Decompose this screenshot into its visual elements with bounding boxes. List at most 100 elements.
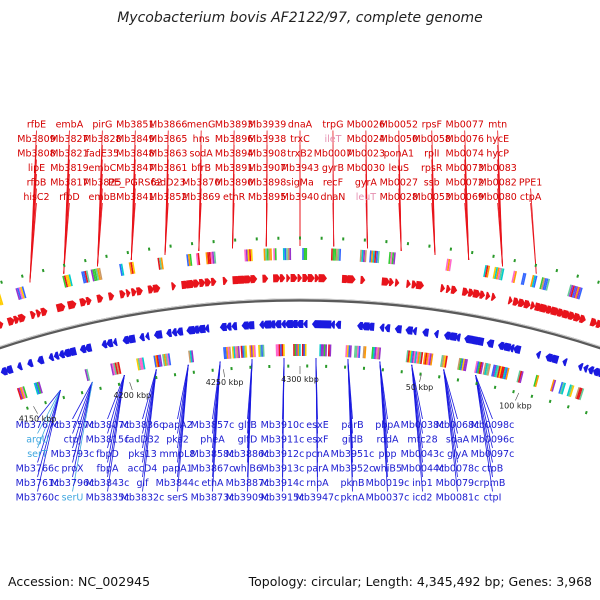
reverse-feature-band: [259, 344, 262, 357]
reverse-feature-band: [534, 375, 540, 388]
forward-gene-label: pirG: [92, 120, 112, 131]
reverse-gene-label: icd2: [413, 493, 433, 504]
kbp-tick-label: 4300 kbp: [281, 375, 319, 384]
forward-gene-label: Mb3851: [116, 120, 154, 131]
reverse-gene-arrow: [475, 337, 485, 346]
reverse-leader-line: [177, 364, 189, 492]
reverse-feature-band: [296, 344, 298, 357]
forward-gene-label: Mb0083: [478, 163, 516, 174]
inner-green-marker: [530, 394, 534, 399]
forward-feature-band: [446, 258, 451, 272]
forward-feature-band: [570, 285, 575, 298]
reverse-gene-label: gltD: [238, 435, 258, 446]
forward-gene-arrow: [222, 276, 228, 285]
reverse-gene-arrow: [303, 320, 308, 329]
forward-gene-arrow: [550, 306, 560, 316]
reverse-gene-arrow: [588, 366, 595, 375]
forward-leader-line: [398, 130, 402, 252]
reverse-gene-label: Mb3867c: [191, 464, 235, 475]
forward-gene-label: Mb3841: [116, 192, 154, 203]
forward-feature-band: [96, 268, 101, 281]
accession-text: Accession: NC_002945: [8, 574, 150, 589]
reverse-gene-leader-lines: [37, 358, 493, 492]
reverse-gene-arrow: [443, 331, 451, 340]
backbone-highlight: [0, 298, 600, 348]
forward-gene-label: leuT: [356, 192, 377, 203]
forward-feature-band: [445, 258, 449, 271]
forward-gene-arrow: [461, 287, 469, 296]
inner-green-marker: [287, 364, 290, 368]
forward-gene-label: Mb0073: [446, 163, 484, 174]
reverse-feature-band: [188, 350, 192, 363]
forward-gene-label: Mb3817: [50, 178, 88, 189]
reverse-feature-band: [319, 344, 322, 357]
reverse-leader-line: [443, 369, 458, 492]
reverse-gene-label: papA2: [162, 420, 192, 431]
reverse-gene-label: gidB: [342, 435, 363, 446]
forward-gene-arrow: [17, 313, 26, 323]
forward-gene-arrow: [415, 280, 425, 290]
reverse-gene-arrow: [48, 352, 55, 362]
reverse-gene-label: Mb0097c: [471, 449, 515, 460]
reverse-gene-arrow: [281, 320, 286, 329]
reverse-gene-label: pknA: [340, 493, 365, 504]
reverse-feature-band: [349, 345, 352, 358]
forward-gene-arrow: [360, 275, 366, 284]
reverse-feature-band: [477, 361, 481, 374]
forward-leader-line: [130, 130, 136, 261]
outer-green-marker: [555, 268, 559, 273]
reverse-feature-band: [462, 358, 467, 371]
forward-feature-band: [160, 257, 164, 270]
forward-feature-band: [377, 250, 380, 264]
reverse-gene-label: mmpL8: [160, 449, 196, 460]
forward-gene-arrow: [193, 279, 200, 288]
reverse-feature-band: [576, 387, 582, 400]
outer-green-marker: [406, 242, 410, 246]
reverse-gene-arrow: [231, 322, 238, 331]
reverse-gene-label: pks2: [166, 435, 189, 446]
forward-gene-arrow: [107, 292, 115, 301]
reverse-gene-arrow: [139, 332, 145, 342]
forward-feature-band: [289, 248, 292, 261]
forward-gene-label: Mb3849: [116, 134, 154, 145]
outer-green-marker: [299, 236, 301, 240]
forward-feature-band: [158, 257, 163, 270]
forward-gene-arrow: [297, 274, 303, 283]
forward-gene-label: Mb0026: [347, 120, 385, 131]
reverse-gene-arrow: [37, 355, 45, 365]
reverse-leader-line: [475, 374, 493, 420]
forward-gene-arrow: [572, 312, 581, 322]
reverse-gene-label: Mb3858c: [191, 449, 235, 460]
forward-gene-label: Mb3908: [248, 149, 286, 160]
reverse-gene-arrow: [597, 369, 600, 379]
reverse-leader-line: [107, 375, 125, 492]
kbp-tick-labels: 4150 kbp 4200 kbp 4250 kbp 4300 kbp 50 kbp 10…: [19, 366, 532, 424]
reverse-gene-label: Mb3873c: [191, 493, 235, 504]
reverse-feature-band: [303, 344, 306, 357]
forward-feature-band: [494, 267, 499, 280]
kbp-tick-label: 4150 kbp: [19, 415, 57, 424]
forward-gene-leader-lines: [29, 130, 537, 283]
forward-gene-label: dnaA: [288, 120, 313, 131]
reverse-gene-arrow: [241, 321, 249, 330]
reverse-gene-arrow: [284, 320, 293, 329]
forward-gene-arrow: [314, 274, 320, 283]
reverse-feature-band: [516, 370, 521, 383]
reverse-feature-band: [407, 350, 411, 363]
forward-gene-arrow: [55, 303, 66, 313]
reverse-feature-band: [505, 367, 510, 380]
reverse-gene-label: Mb3835c: [86, 493, 130, 504]
inner-green-marker: [566, 405, 570, 409]
reverse-feature-band: [458, 358, 463, 371]
reverse-feature-band: [519, 371, 524, 384]
forward-leader-line: [29, 130, 37, 283]
inner-green-marker: [230, 367, 233, 371]
inner-green-marker: [381, 368, 385, 372]
forward-feature-band: [486, 265, 491, 278]
outer-green-marker: [190, 242, 194, 246]
forward-feature-band: [266, 248, 269, 261]
forward-gene-label: Mb3893: [215, 120, 253, 131]
reverse-feature-band: [304, 344, 307, 357]
reverse-gene-arrow: [497, 341, 505, 351]
reverse-feature-band: [577, 387, 583, 400]
